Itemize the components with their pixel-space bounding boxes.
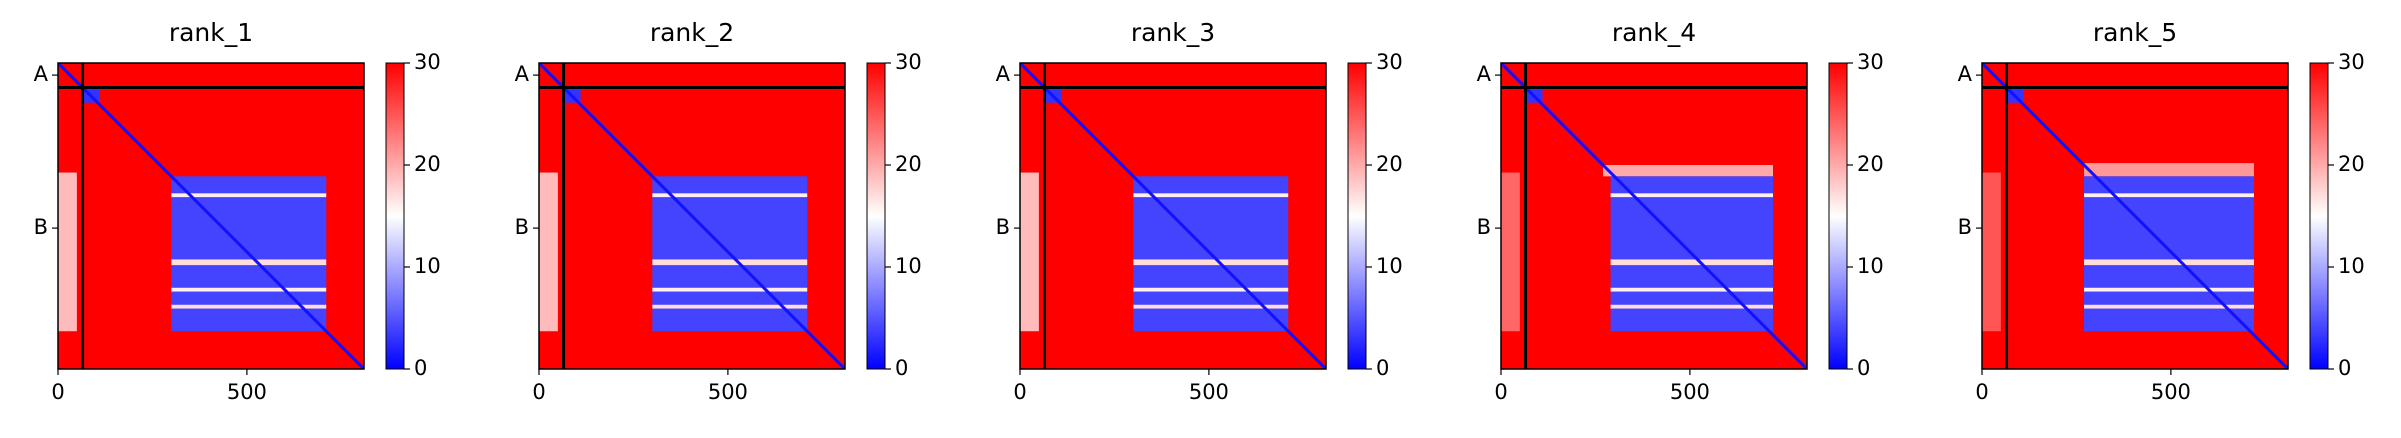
colorbar bbox=[866, 62, 886, 370]
colorbar-tick-label: 30 bbox=[414, 50, 441, 74]
heatmap-block bbox=[1610, 287, 1773, 292]
heatmap-block bbox=[1020, 172, 1039, 332]
chart-title: rank_2 bbox=[650, 18, 734, 47]
colorbar-tick-label: 20 bbox=[2338, 152, 2365, 176]
y-tick-label: A bbox=[34, 62, 49, 86]
heatmap-block bbox=[1133, 259, 1289, 266]
y-tick-label: A bbox=[515, 62, 530, 86]
heatmap-block bbox=[2084, 163, 2254, 177]
heatmap-block bbox=[1982, 172, 2001, 332]
colorbar-tick-label: 10 bbox=[2338, 254, 2365, 278]
panel: rank_4 0 500 A B 0 10 20 30 bbox=[1477, 18, 1884, 404]
colorbar-tick-label: 10 bbox=[1857, 254, 1884, 278]
heatmap-block bbox=[1610, 304, 1773, 309]
x-tick-label: 0 bbox=[1494, 380, 1507, 404]
colorbar-tick-label: 0 bbox=[1857, 356, 1870, 380]
panel: rank_1 0 500 A B 0 10 20 30 bbox=[34, 18, 441, 404]
colorbar-tick-label: 20 bbox=[895, 152, 922, 176]
axes-frame bbox=[538, 62, 846, 370]
chart-title: rank_1 bbox=[169, 18, 253, 47]
y-tick-label: B bbox=[1477, 215, 1491, 239]
colorbar-tick-label: 0 bbox=[2338, 356, 2351, 380]
axes-frame bbox=[1500, 62, 1808, 370]
colorbar bbox=[1347, 62, 1367, 370]
colorbar bbox=[2309, 62, 2329, 370]
chart-title: rank_3 bbox=[1131, 18, 1215, 47]
heatmap-block bbox=[539, 172, 558, 332]
heatmap-block bbox=[2084, 304, 2254, 309]
x-tick-label: 500 bbox=[1189, 380, 1229, 404]
heatmap-block bbox=[171, 193, 327, 198]
colorbar-tick-label: 30 bbox=[1857, 50, 1884, 74]
colorbar bbox=[1828, 62, 1848, 370]
axes-frame bbox=[1981, 62, 2289, 370]
colorbar-tick-label: 0 bbox=[1376, 356, 1389, 380]
panel: rank_2 0 500 A B 0 10 20 30 bbox=[515, 18, 922, 404]
colorbar-tick-label: 20 bbox=[414, 152, 441, 176]
colorbar-tick-label: 0 bbox=[895, 356, 908, 380]
x-tick-label: 500 bbox=[1670, 380, 1710, 404]
heatmap bbox=[58, 63, 364, 369]
heatmap-block bbox=[1603, 165, 1773, 177]
heatmap-block bbox=[1610, 259, 1773, 266]
colorbar-tick-label: 0 bbox=[414, 356, 427, 380]
heatmap-block bbox=[2084, 193, 2254, 198]
diagonal bbox=[1501, 63, 1807, 369]
colorbar-tick-label: 10 bbox=[895, 254, 922, 278]
heatmap-block bbox=[171, 304, 327, 309]
y-tick-label: A bbox=[996, 62, 1011, 86]
colorbar-tick-label: 30 bbox=[1376, 50, 1403, 74]
heatmap bbox=[1501, 63, 1807, 369]
panel: rank_5 0 500 A B 0 10 20 30 bbox=[1958, 18, 2365, 404]
x-tick-label: 0 bbox=[1975, 380, 1988, 404]
colorbar-tick-label: 30 bbox=[895, 50, 922, 74]
colorbar-tick-label: 10 bbox=[414, 254, 441, 278]
diagonal bbox=[58, 63, 364, 369]
heatmap bbox=[539, 63, 845, 369]
colorbar-tick-label: 10 bbox=[1376, 254, 1403, 278]
heatmap-block bbox=[1610, 193, 1773, 198]
x-tick-label: 500 bbox=[227, 380, 267, 404]
y-tick-label: B bbox=[34, 215, 48, 239]
y-tick-label: A bbox=[1958, 62, 1973, 86]
heatmap-block bbox=[1133, 287, 1289, 292]
heatmap-block bbox=[171, 287, 327, 292]
x-tick-label: 500 bbox=[2151, 380, 2191, 404]
y-tick-label: B bbox=[515, 215, 529, 239]
x-tick-label: 0 bbox=[532, 380, 545, 404]
colorbar-tick-label: 30 bbox=[2338, 50, 2365, 74]
y-tick-label: A bbox=[1477, 62, 1492, 86]
diagonal bbox=[539, 63, 845, 369]
chart-title: rank_4 bbox=[1612, 18, 1696, 47]
chart-title: rank_5 bbox=[2093, 18, 2177, 47]
x-tick-label: 500 bbox=[708, 380, 748, 404]
diagonal bbox=[1020, 63, 1326, 369]
heatmap-block bbox=[652, 259, 808, 266]
colorbar bbox=[385, 62, 405, 370]
heatmap-block bbox=[652, 193, 808, 198]
heatmap-block bbox=[2084, 259, 2254, 266]
heatmap-block bbox=[1501, 172, 1520, 332]
heatmap bbox=[1020, 63, 1326, 369]
heatmap-block bbox=[652, 304, 808, 309]
y-tick-label: B bbox=[1958, 215, 1972, 239]
heatmap-block bbox=[1133, 304, 1289, 309]
heatmap-block bbox=[2084, 287, 2254, 292]
axes-frame bbox=[1019, 62, 1327, 370]
panel: rank_3 0 500 A B 0 10 20 30 bbox=[996, 18, 1403, 404]
x-tick-label: 0 bbox=[1013, 380, 1026, 404]
y-tick-label: B bbox=[996, 215, 1010, 239]
colorbar-tick-label: 20 bbox=[1376, 152, 1403, 176]
heatmap-block bbox=[1133, 193, 1289, 198]
axes-frame bbox=[57, 62, 365, 370]
heatmap-block bbox=[58, 172, 77, 332]
heatmap-block bbox=[652, 287, 808, 292]
diagonal bbox=[1982, 63, 2288, 369]
colorbar-tick-label: 20 bbox=[1857, 152, 1884, 176]
heatmap-block bbox=[171, 259, 327, 266]
x-tick-label: 0 bbox=[51, 380, 64, 404]
heatmap bbox=[1982, 63, 2288, 369]
